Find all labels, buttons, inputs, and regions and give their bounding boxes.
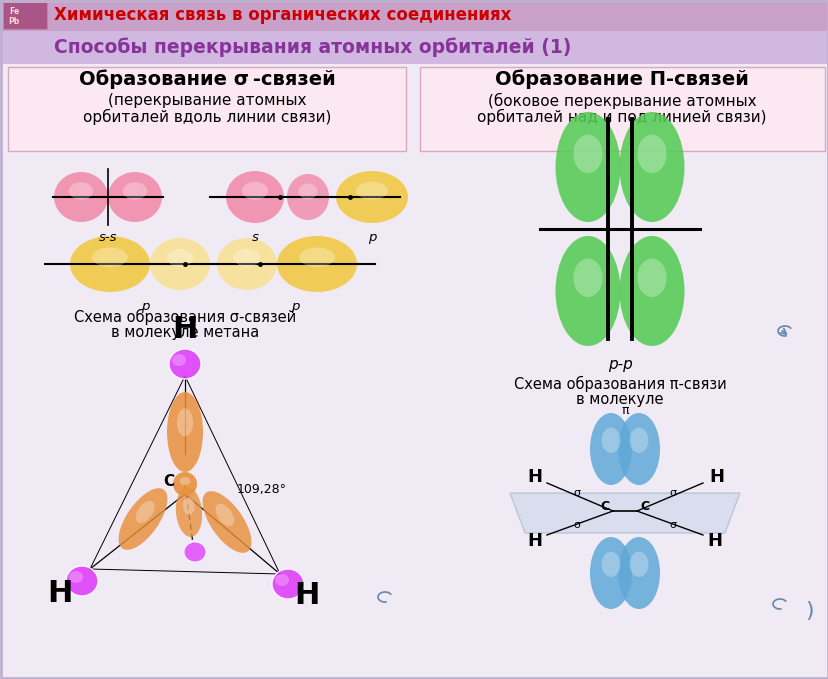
Text: σ: σ bbox=[669, 488, 676, 498]
Ellipse shape bbox=[176, 408, 193, 437]
Text: (боковое перекрывание атомных: (боковое перекрывание атомных bbox=[487, 93, 755, 109]
Text: Pb: Pb bbox=[8, 16, 20, 26]
Ellipse shape bbox=[601, 428, 619, 453]
Ellipse shape bbox=[69, 182, 93, 200]
Ellipse shape bbox=[619, 236, 684, 346]
Ellipse shape bbox=[118, 488, 167, 550]
FancyBboxPatch shape bbox=[3, 2, 47, 29]
Polygon shape bbox=[509, 493, 739, 533]
Text: p: p bbox=[141, 300, 149, 313]
Text: H: H bbox=[709, 468, 724, 486]
Ellipse shape bbox=[637, 259, 666, 297]
Ellipse shape bbox=[619, 112, 684, 222]
Ellipse shape bbox=[617, 537, 659, 609]
Ellipse shape bbox=[277, 236, 357, 292]
Ellipse shape bbox=[573, 134, 602, 173]
Ellipse shape bbox=[628, 552, 647, 577]
Ellipse shape bbox=[123, 182, 147, 200]
Text: C: C bbox=[163, 475, 175, 490]
Ellipse shape bbox=[202, 491, 251, 553]
Text: C: C bbox=[640, 500, 649, 513]
FancyBboxPatch shape bbox=[0, 0, 828, 31]
Ellipse shape bbox=[555, 236, 619, 346]
Ellipse shape bbox=[150, 238, 209, 290]
Text: (перекрывание атомных: (перекрывание атомных bbox=[108, 94, 306, 109]
FancyBboxPatch shape bbox=[0, 31, 828, 64]
Ellipse shape bbox=[136, 501, 154, 523]
Text: σ: σ bbox=[573, 488, 580, 498]
Text: орбиталей над и под линией связи): орбиталей над и под линией связи) bbox=[477, 109, 766, 125]
Ellipse shape bbox=[166, 249, 193, 267]
Ellipse shape bbox=[215, 504, 233, 526]
Ellipse shape bbox=[628, 428, 647, 453]
Text: Схема образования σ-связей: Схема образования σ-связей bbox=[74, 309, 296, 325]
Text: Fe: Fe bbox=[9, 7, 19, 16]
Text: H: H bbox=[172, 314, 197, 344]
Text: H: H bbox=[47, 579, 73, 608]
Ellipse shape bbox=[299, 247, 335, 267]
Ellipse shape bbox=[275, 574, 289, 586]
Text: Химическая связь в органических соединениях: Химическая связь в органических соединен… bbox=[54, 6, 511, 24]
Ellipse shape bbox=[617, 413, 659, 485]
Text: 109,28°: 109,28° bbox=[237, 483, 286, 496]
Ellipse shape bbox=[555, 112, 619, 222]
Text: H: H bbox=[294, 581, 320, 610]
Ellipse shape bbox=[637, 134, 666, 173]
Ellipse shape bbox=[176, 487, 202, 537]
Text: ): ) bbox=[805, 601, 813, 621]
Ellipse shape bbox=[183, 497, 195, 515]
Ellipse shape bbox=[286, 174, 329, 220]
Text: в молекуле: в молекуле bbox=[575, 392, 663, 407]
Text: C: C bbox=[599, 500, 609, 513]
Ellipse shape bbox=[242, 182, 267, 200]
Ellipse shape bbox=[54, 172, 108, 222]
Ellipse shape bbox=[233, 249, 260, 267]
FancyBboxPatch shape bbox=[8, 67, 406, 151]
Ellipse shape bbox=[69, 571, 83, 583]
Text: p-p: p-p bbox=[607, 357, 632, 372]
Ellipse shape bbox=[573, 259, 602, 297]
Ellipse shape bbox=[272, 569, 304, 599]
Text: s-s: s-s bbox=[99, 231, 117, 244]
Ellipse shape bbox=[108, 172, 161, 222]
Ellipse shape bbox=[66, 566, 98, 596]
Ellipse shape bbox=[184, 542, 205, 562]
Ellipse shape bbox=[217, 238, 277, 290]
Text: p: p bbox=[291, 300, 299, 313]
Ellipse shape bbox=[180, 477, 190, 485]
Text: p: p bbox=[368, 231, 376, 244]
Ellipse shape bbox=[92, 247, 128, 267]
Ellipse shape bbox=[590, 537, 631, 609]
FancyBboxPatch shape bbox=[420, 67, 824, 151]
Ellipse shape bbox=[171, 354, 185, 366]
Ellipse shape bbox=[298, 183, 317, 200]
Ellipse shape bbox=[70, 236, 150, 292]
Ellipse shape bbox=[355, 182, 388, 200]
Ellipse shape bbox=[601, 552, 619, 577]
Ellipse shape bbox=[169, 349, 200, 379]
Text: Образование σ -связей: Образование σ -связей bbox=[79, 69, 335, 89]
Ellipse shape bbox=[590, 413, 631, 485]
Text: Образование Π-связей: Образование Π-связей bbox=[494, 69, 748, 89]
Ellipse shape bbox=[335, 171, 407, 223]
Text: H: H bbox=[527, 468, 542, 486]
Text: Способы перекрывания атомных орбиталей (1): Способы перекрывания атомных орбиталей (… bbox=[54, 37, 570, 57]
Text: H: H bbox=[706, 532, 722, 550]
Text: s: s bbox=[251, 231, 258, 244]
Text: σ: σ bbox=[669, 520, 676, 530]
Text: H: H bbox=[527, 532, 542, 550]
Text: в молекуле метана: в молекуле метана bbox=[111, 325, 259, 340]
Ellipse shape bbox=[226, 171, 284, 223]
Text: π: π bbox=[620, 405, 628, 418]
Ellipse shape bbox=[173, 472, 197, 496]
Ellipse shape bbox=[166, 392, 203, 472]
Text: Схема образования π-связи: Схема образования π-связи bbox=[513, 376, 725, 392]
Text: орбиталей вдоль линии связи): орбиталей вдоль линии связи) bbox=[83, 109, 331, 125]
Text: σ: σ bbox=[573, 520, 580, 530]
